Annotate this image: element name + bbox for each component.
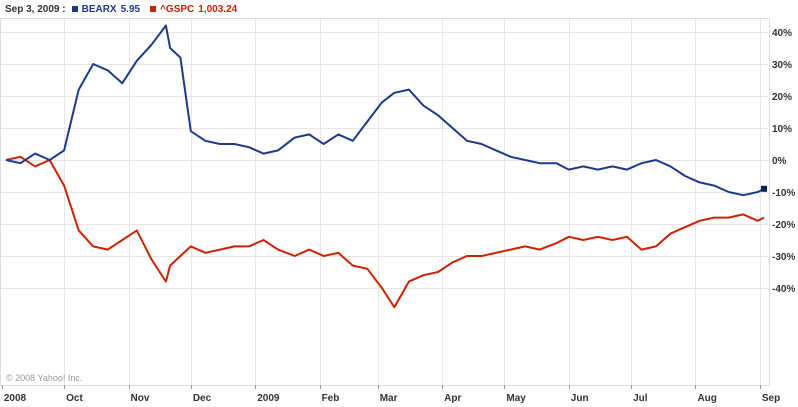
y-tick-label: 0% [772,156,787,167]
y-tick-label: 20% [772,92,792,103]
x-tick-label: Feb [322,393,340,404]
x-tick-label: Mar [380,393,398,404]
legend-item-gspc: ^GSPC 1,003.24 [150,4,237,15]
gridlines [1,19,768,385]
x-tick-label: Dec [193,393,212,404]
legend-date: Sep 3, 2009 : [5,3,66,15]
x-tick-label: Apr [444,393,461,404]
series-line-bearx [5,24,765,197]
x-tick-label: Sep [762,393,780,404]
bearx-price: 5.95 [120,3,141,15]
gspc-swatch [150,6,157,12]
bearx-swatch [71,6,78,12]
x-tick-label: Nov [131,393,150,404]
y-tick-label: -10% [772,188,795,199]
x-tick-label: Aug [697,393,716,404]
bearx-end-marker [761,185,767,192]
x-tick-label: Jun [571,393,589,404]
y-tick-label: 10% [772,124,792,135]
x-tick-label: Jul [633,393,648,404]
y-tick-label: 40% [772,28,792,39]
gspc-ticker: ^GSPC [160,3,195,15]
x-tick-label: May [506,393,526,404]
legend: Sep 3, 2009 : BEARX 5.95 ^GSPC 1,003.24 [5,2,247,16]
x-tick-label: 2009 [257,393,280,404]
gspc-price: 1,003.24 [198,3,238,15]
series-lines [5,24,767,309]
series-line-gspc [5,155,765,309]
bearx-ticker: BEARX [81,3,117,15]
legend-item-bearx: BEARX 5.95 [71,3,141,15]
x-tick-label: 2008 [4,393,27,404]
y-tick-label: -20% [772,220,795,231]
x-axis-labels: 2008 Oct Nov Dec 2009 Feb Mar Apr May Jun Jul Aug Se… [2,385,780,404]
y-tick-label: -30% [772,252,795,263]
plot-area [0,18,770,386]
y-axis-labels: 40% 30% 20% 10% 0% -10% -20% -30% -40% [772,28,795,295]
x-tick-label: Oct [66,393,83,404]
copyright-text: © 2008 Yahoo! Inc. [6,373,83,383]
y-tick-label: 30% [772,60,792,71]
y-tick-label: -40% [772,284,795,295]
